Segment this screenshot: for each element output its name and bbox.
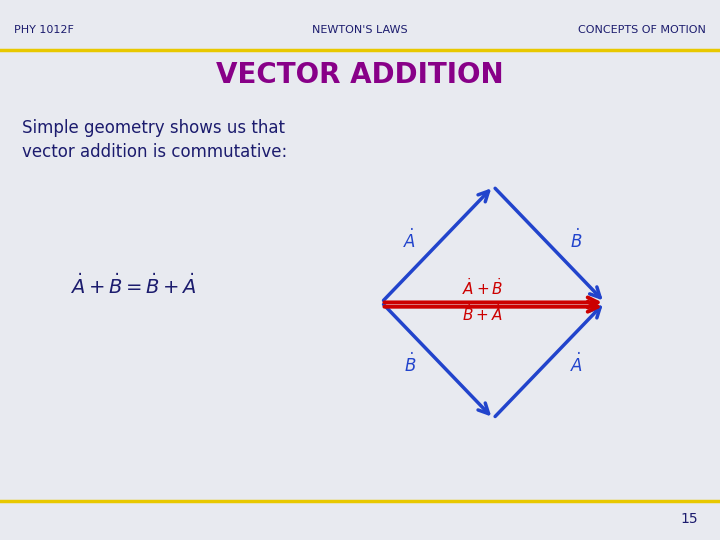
- Text: Simple geometry shows us that: Simple geometry shows us that: [22, 119, 284, 137]
- Text: $\mathit{\dot{B}} + \mathit{\dot{A}}$: $\mathit{\dot{B}} + \mathit{\dot{A}}$: [462, 303, 503, 323]
- Text: 15: 15: [681, 512, 698, 526]
- Text: vector addition is commutative:: vector addition is commutative:: [22, 143, 287, 161]
- Text: $\mathit{\dot{A}}$: $\mathit{\dot{A}}$: [403, 228, 417, 252]
- Text: VECTOR ADDITION: VECTOR ADDITION: [216, 60, 504, 89]
- Text: PHY 1012F: PHY 1012F: [14, 25, 74, 35]
- Text: $\mathit{\dot{A}} + \mathit{\dot{B}}$: $\mathit{\dot{A}} + \mathit{\dot{B}}$: [462, 277, 503, 298]
- Text: $\mathit{\dot{A}}$: $\mathit{\dot{A}}$: [570, 353, 583, 376]
- Text: CONCEPTS OF MOTION: CONCEPTS OF MOTION: [577, 25, 706, 35]
- Text: $\mathit{\dot{A}} + \mathit{\dot{B}} = \mathit{\dot{B}} + \mathit{\dot{A}}$: $\mathit{\dot{A}} + \mathit{\dot{B}} = \…: [70, 274, 197, 299]
- Text: $\mathit{\dot{B}}$: $\mathit{\dot{B}}$: [404, 353, 416, 376]
- Text: NEWTON'S LAWS: NEWTON'S LAWS: [312, 25, 408, 35]
- Text: $\mathit{\dot{B}}$: $\mathit{\dot{B}}$: [570, 228, 582, 252]
